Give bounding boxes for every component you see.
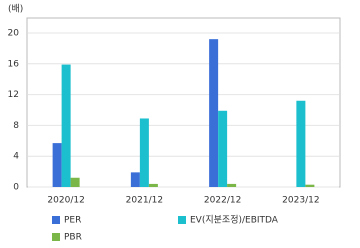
y-tick-label: 4 [13,152,19,162]
bar [61,64,71,187]
y-tick-label: 0 [13,183,19,193]
bar [70,177,80,187]
legend-label: PBR [64,233,82,243]
bar [296,100,306,187]
bar [139,118,149,187]
bar [130,172,140,187]
legend-label: PER [64,216,81,226]
legend-swatch [178,216,186,224]
y-tick-label: 16 [8,59,20,69]
legend-swatch [52,216,60,224]
bar [227,183,237,187]
x-tick-label: 2021/12 [126,196,163,206]
bar [209,39,219,187]
x-tick-label: 2020/12 [47,196,84,206]
bar [305,184,315,187]
bar [52,143,62,187]
y-tick-label: 20 [8,29,20,39]
plot-frame [26,17,341,188]
bar [148,183,158,187]
y-tick-label: 8 [13,121,19,131]
y-tick-label: 12 [8,90,19,100]
legend-swatch [52,233,60,241]
x-tick-label: 2023/12 [282,196,319,206]
legend-label: EV(지분조정)/EBITDA [190,215,279,226]
unit-label: (배) [8,4,23,15]
x-tick-label: 2022/12 [204,196,241,206]
bar [218,110,228,187]
